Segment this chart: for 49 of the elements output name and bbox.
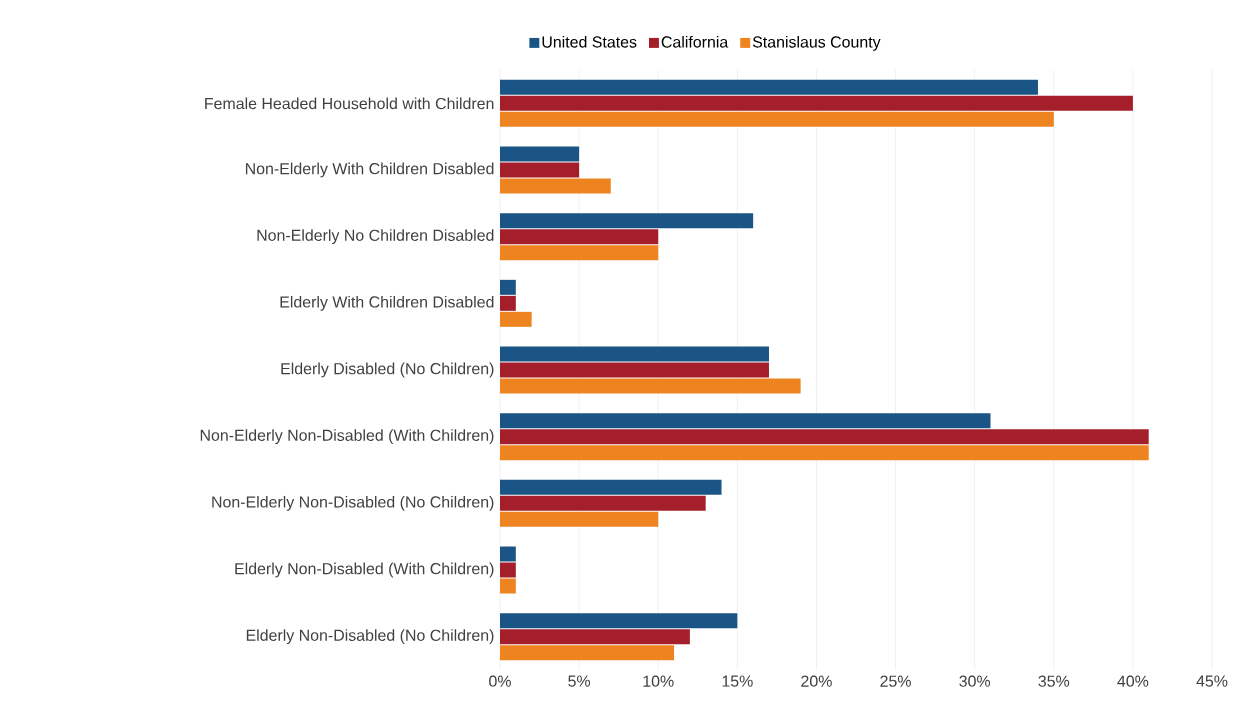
- bar: [500, 578, 516, 594]
- bar: [500, 111, 1054, 127]
- bar: [500, 645, 675, 661]
- legend-label: United States: [542, 35, 637, 48]
- y-tick-label: Elderly Disabled (No Children): [281, 362, 494, 378]
- bar: [500, 346, 769, 362]
- x-tick-label: 5%: [568, 675, 591, 687]
- y-tick-label: Non-Elderly With Children Disabled: [245, 162, 494, 178]
- bar: [500, 229, 659, 245]
- bar: [500, 178, 611, 194]
- legend-label: Stanislaus County: [752, 35, 881, 51]
- y-tick-label: Non-Elderly Non-Disabled (No Children): [212, 495, 494, 511]
- bar: [500, 311, 532, 327]
- bar: [500, 95, 1133, 111]
- x-tick-label: 0%: [489, 675, 511, 687]
- y-tick-label: Elderly With Children Disabled: [280, 295, 494, 311]
- x-tick-label: 15%: [722, 675, 753, 687]
- bar: [500, 613, 738, 629]
- bar: [500, 213, 754, 229]
- bar: [500, 546, 516, 562]
- y-tick-label: Non-Elderly No Children Disabled: [257, 229, 494, 245]
- bar: [500, 362, 769, 378]
- bar: [500, 378, 801, 394]
- bar: [500, 79, 1038, 95]
- x-tick-label: 35%: [1038, 675, 1070, 687]
- bar: [500, 245, 659, 261]
- bar: [500, 629, 690, 645]
- y-tick-label: Elderly Non-Disabled (With Children): [235, 562, 494, 578]
- bar: [500, 445, 1149, 461]
- bar: [500, 429, 1149, 445]
- bar: [500, 295, 516, 311]
- x-tick-label: 20%: [801, 675, 832, 687]
- bar: [500, 279, 516, 295]
- x-tick-label: 10%: [643, 675, 674, 687]
- x-tick-label: 45%: [1196, 675, 1228, 687]
- x-tick-label: 25%: [880, 675, 911, 687]
- bar: [500, 162, 580, 178]
- x-tick-label: 30%: [959, 675, 991, 687]
- x-tick-label: 40%: [1117, 675, 1149, 687]
- bar: [500, 511, 659, 527]
- bar: [500, 562, 516, 578]
- bar: [500, 413, 991, 429]
- bar: [500, 479, 722, 495]
- y-tick-label: Non-Elderly Non-Disabled (With Children): [200, 429, 494, 445]
- legend-label: California: [661, 35, 729, 48]
- y-tick-label: Elderly Non-Disabled (No Children): [246, 629, 494, 645]
- y-tick-label: Female Headed Household with Children: [205, 97, 494, 110]
- bar: [500, 146, 580, 162]
- bar: [500, 495, 706, 511]
